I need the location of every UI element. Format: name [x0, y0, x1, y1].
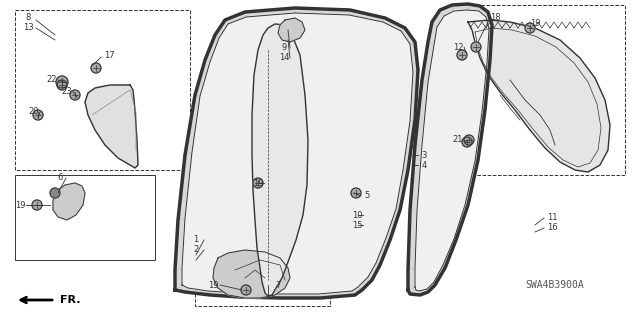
Text: 19: 19	[15, 201, 25, 210]
Circle shape	[32, 200, 42, 210]
Text: 23: 23	[61, 87, 72, 97]
Circle shape	[56, 76, 68, 88]
Circle shape	[525, 23, 535, 33]
Polygon shape	[53, 183, 85, 220]
Polygon shape	[415, 10, 489, 291]
Circle shape	[351, 188, 361, 198]
Circle shape	[57, 80, 67, 90]
Text: 7: 7	[275, 280, 281, 290]
Text: 5: 5	[364, 191, 370, 201]
Text: 1: 1	[193, 235, 198, 244]
Text: SWA4B3900A: SWA4B3900A	[525, 280, 584, 290]
Circle shape	[464, 135, 474, 145]
Circle shape	[33, 110, 43, 120]
Text: 16: 16	[547, 224, 557, 233]
Polygon shape	[468, 20, 610, 172]
Text: 17: 17	[104, 50, 115, 60]
Circle shape	[50, 188, 60, 198]
Text: 13: 13	[22, 24, 33, 33]
Text: 18: 18	[490, 13, 500, 23]
Text: 14: 14	[279, 54, 289, 63]
Circle shape	[253, 178, 263, 188]
Text: 3: 3	[421, 151, 427, 160]
Text: 11: 11	[547, 213, 557, 222]
Text: 19: 19	[253, 179, 263, 188]
Circle shape	[70, 90, 80, 100]
Polygon shape	[278, 18, 305, 42]
Text: 12: 12	[452, 42, 463, 51]
Text: 21: 21	[452, 136, 463, 145]
Circle shape	[457, 50, 467, 60]
Polygon shape	[182, 13, 413, 294]
Text: 19: 19	[208, 280, 218, 290]
Circle shape	[462, 137, 472, 147]
Polygon shape	[213, 250, 290, 298]
Text: 4: 4	[421, 160, 427, 169]
Text: 2: 2	[193, 246, 198, 255]
Text: 6: 6	[58, 174, 63, 182]
Polygon shape	[252, 24, 308, 296]
Text: 20: 20	[29, 108, 39, 116]
Text: 15: 15	[352, 220, 362, 229]
Polygon shape	[175, 8, 418, 298]
Text: 8: 8	[26, 13, 31, 23]
Circle shape	[91, 63, 101, 73]
Circle shape	[241, 285, 251, 295]
Text: 22: 22	[47, 76, 57, 85]
Circle shape	[471, 42, 481, 52]
Text: 19: 19	[530, 19, 540, 27]
Polygon shape	[85, 85, 138, 168]
Text: FR.: FR.	[60, 295, 81, 305]
Circle shape	[242, 286, 250, 294]
Polygon shape	[408, 4, 492, 295]
Text: 9: 9	[282, 43, 287, 53]
Text: 10: 10	[352, 211, 362, 219]
